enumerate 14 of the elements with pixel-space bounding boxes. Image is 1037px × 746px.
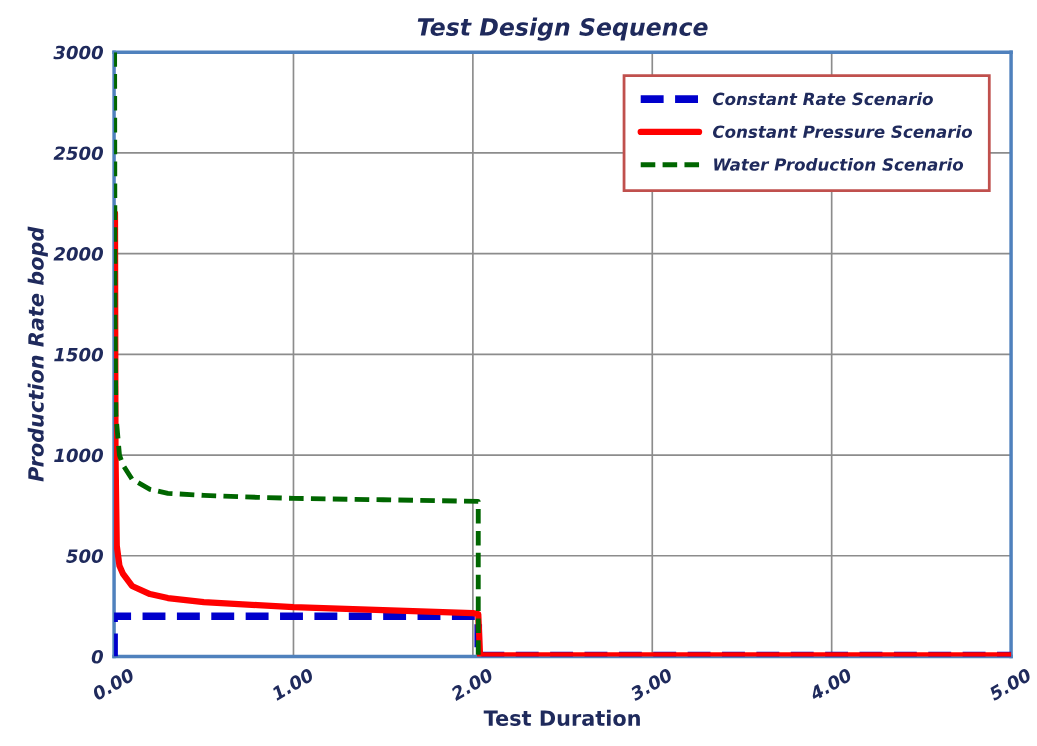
y-tick-label: 1000 xyxy=(54,448,104,463)
y-tick-label: 0 xyxy=(91,649,104,664)
y-tick-label: 2500 xyxy=(53,146,104,161)
legend-label: Water Production Scenario xyxy=(714,157,964,171)
legend-label: Constant Pressure Scenario xyxy=(712,125,973,139)
chart-title: Test Design Sequence xyxy=(417,17,708,41)
x-tick-label: 4.00 xyxy=(808,667,854,702)
y-tick-label: 2000 xyxy=(53,247,104,261)
y-axis-title: Production Rate bopd xyxy=(27,226,48,482)
y-tick-label: 1500 xyxy=(54,347,104,362)
x-axis-title: Test Duration xyxy=(483,709,640,726)
y-tick-label: 500 xyxy=(66,549,104,563)
y-tick-label: 3000 xyxy=(53,45,104,60)
legend-label: Constant Rate Scenario xyxy=(712,92,933,106)
